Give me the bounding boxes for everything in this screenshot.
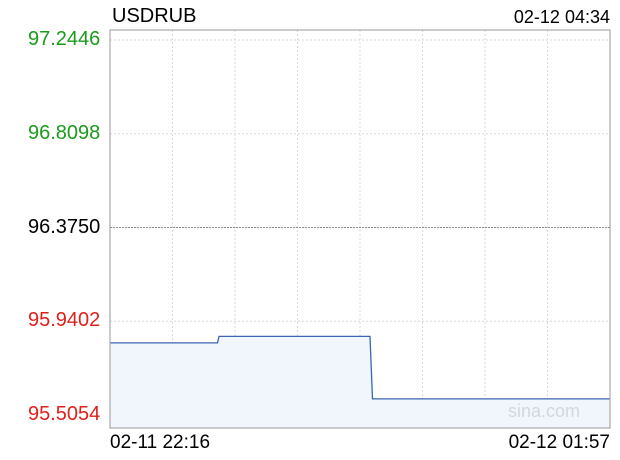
x-tick-label-start: 02-11 22:16 [110,432,211,453]
y-tick-label: 95.9402 [28,309,101,332]
y-tick-label: 96.3750 [28,215,101,238]
watermark: sina.com [508,401,581,421]
y-tick-label: 96.8098 [28,121,101,144]
price-line [110,335,610,400]
price-area-fill [110,336,610,428]
y-tick-label: 95.5054 [28,403,101,425]
y-tick-label: 97.2446 [28,28,101,50]
plot-border [109,29,611,429]
chart-title: USDRUB [112,5,197,27]
x-tick-label-end: 02-12 01:57 [508,432,610,453]
chart-timestamp: 02-12 04:34 [513,7,610,27]
